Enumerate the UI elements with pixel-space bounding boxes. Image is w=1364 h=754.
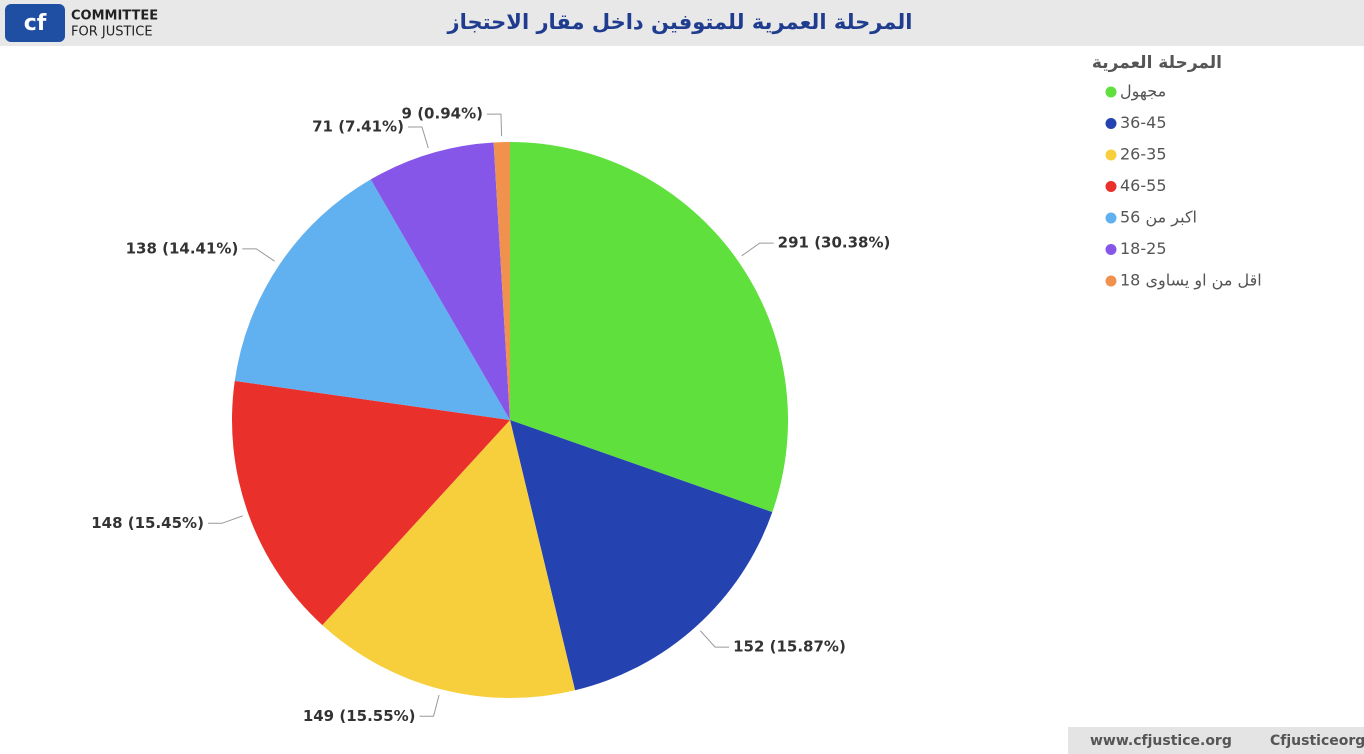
data-label: 138 (14.41%) [126,239,239,257]
legend-label: 46-55 [1120,176,1167,195]
legend-marker [1105,244,1117,255]
data-label: 149 (15.55%) [303,707,416,725]
legend-label: 36-45 [1120,113,1167,132]
data-label: 71 (7.41%) [312,117,404,135]
legend-label: 26-35 [1120,145,1167,164]
leader-line [242,248,275,262]
pie-slice [510,420,773,691]
data-label: 152 (15.87%) [733,638,846,656]
legend-label: اقل من او يساوى 18 [1120,271,1262,291]
leader-line [699,630,730,648]
logo-line2: FOR JUSTICE [71,25,153,40]
logo-mark [5,4,65,42]
leader-line [207,515,243,524]
legend-marker [1105,181,1117,192]
logo-line1: COMMITTEE [71,9,158,24]
data-label: 291 (30.38%) [778,234,891,252]
legend-marker [1105,275,1117,287]
footer-handle: Cfjusticeorg [1270,733,1364,749]
data-label: 148 (15.45%) [91,514,204,532]
pie-slice [322,420,576,698]
header-bar [0,0,1364,46]
leader-line [486,113,503,137]
pie-slice [370,142,510,420]
legend-title: المرحلة العمرية [1092,53,1222,73]
legend-marker [1105,118,1117,129]
legend-marker [1105,149,1117,161]
leader-line [419,694,440,717]
pie-slice [234,179,510,420]
legend-marker [1105,86,1117,98]
pie-slice [493,142,510,420]
chart-title: المرحلة العمرية للمتوفين داخل مقار الاحت… [446,10,912,34]
footer-bar [1068,727,1364,754]
legend-label: مجهول [1120,82,1166,102]
footer-website: www.cfjustice.org [1090,733,1232,749]
pie-slice [510,142,788,513]
leader-line [407,126,429,149]
pie-slice [232,380,510,626]
leader-line [741,242,774,257]
legend-label: 18-25 [1120,239,1167,258]
legend-label: اكبر من 56 [1120,208,1197,228]
logo-icon: cf [24,11,47,36]
legend-marker [1105,212,1117,224]
data-label: 9 (0.94%) [402,105,483,123]
